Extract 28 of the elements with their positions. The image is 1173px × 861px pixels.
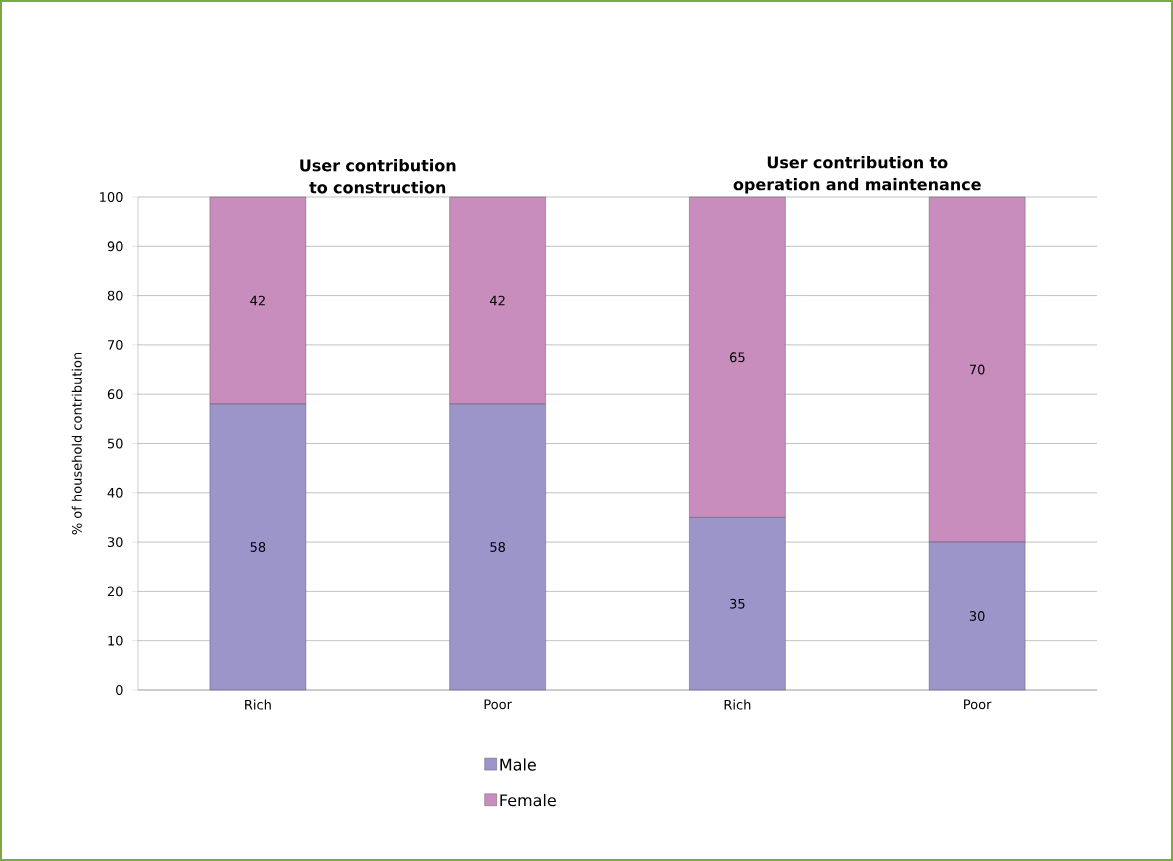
y-tick-label: 60 [107,389,123,400]
data-label: 42 [250,295,265,306]
x-tick-label: Rich [724,699,751,710]
data-label: 35 [730,598,745,609]
y-tick-label: 90 [107,241,123,252]
y-tick-label: 100 [100,192,123,202]
y-tick-label: 40 [107,487,123,498]
text: User contribution to construction [300,159,456,194]
y-tick-label: 70 [108,339,123,350]
y-tick-label: 50 [107,438,123,449]
data-label: 30 [969,611,985,621]
legend-label: Female [500,793,556,807]
y-tick-label: 10 [108,635,123,646]
legend-label: Male [500,758,536,771]
text: User contribution to operation and maintenance [733,155,981,194]
x-tick-label: Rich [245,699,271,710]
x-tick-label: Poor [964,699,992,710]
data-label: 65 [730,352,745,363]
y-tick-label: 20 [107,586,123,597]
y-tick-label: 30 [107,537,123,548]
y-tick-label: 0 [116,685,123,695]
data-label: 58 [250,542,266,552]
data-label: 70 [969,364,985,375]
y-axis-title: % of household contribution [71,352,82,535]
data-label: 42 [489,295,505,306]
y-tick-label: 80 [107,290,123,301]
x-tick-label: Poor [484,699,512,710]
data-label: 58 [490,542,506,552]
